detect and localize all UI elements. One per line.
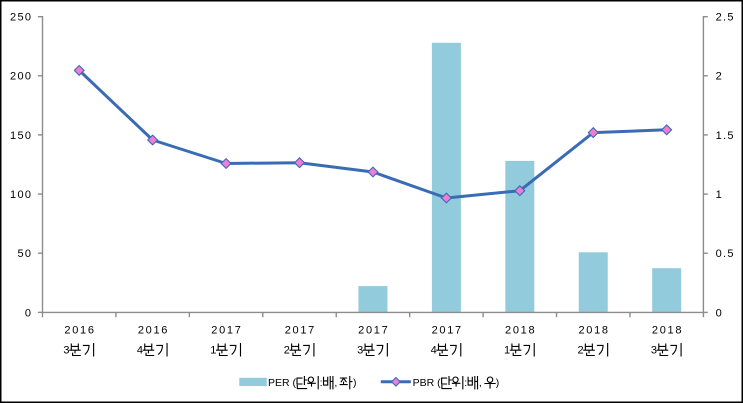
- svg-text:3: 3: [63, 345, 69, 357]
- svg-text:1: 1: [504, 345, 510, 357]
- svg-text:2: 2: [716, 71, 723, 83]
- svg-text::: :: [320, 377, 323, 389]
- svg-text:2017: 2017: [358, 324, 389, 336]
- svg-text:50: 50: [17, 248, 32, 260]
- svg-text:1: 1: [210, 345, 216, 357]
- svg-text:100: 100: [10, 189, 32, 201]
- svg-text:4: 4: [137, 345, 143, 357]
- svg-text:1.5: 1.5: [716, 130, 735, 142]
- svg-text:250: 250: [10, 12, 32, 24]
- svg-text:2017: 2017: [432, 324, 463, 336]
- svg-text:): ): [353, 377, 357, 389]
- svg-text:2016: 2016: [64, 324, 95, 336]
- svg-text:2.5: 2.5: [716, 12, 735, 24]
- svg-text:2016: 2016: [138, 324, 169, 336]
- svg-text:0: 0: [25, 307, 32, 319]
- svg-text:2018: 2018: [652, 324, 683, 336]
- svg-text:200: 200: [10, 71, 32, 83]
- svg-text:): ): [496, 377, 500, 389]
- svg-text:2018: 2018: [505, 324, 536, 336]
- svg-text:1: 1: [716, 189, 723, 201]
- svg-text::: :: [464, 377, 467, 389]
- svg-text:0.5: 0.5: [716, 248, 735, 260]
- svg-text:2017: 2017: [285, 324, 316, 336]
- svg-text:PER (: PER (: [268, 377, 297, 389]
- svg-text:,: ,: [479, 377, 482, 389]
- svg-text:2017: 2017: [211, 324, 242, 336]
- svg-text:3: 3: [357, 345, 363, 357]
- svg-text:0: 0: [716, 307, 723, 319]
- svg-text:2: 2: [284, 345, 290, 357]
- svg-text:3: 3: [651, 345, 657, 357]
- svg-text:,: ,: [334, 377, 337, 389]
- svg-text:PBR (: PBR (: [413, 377, 442, 389]
- svg-text:2018: 2018: [578, 324, 609, 336]
- svg-text:2: 2: [577, 345, 583, 357]
- svg-text:4: 4: [431, 345, 437, 357]
- svg-text:150: 150: [10, 130, 32, 142]
